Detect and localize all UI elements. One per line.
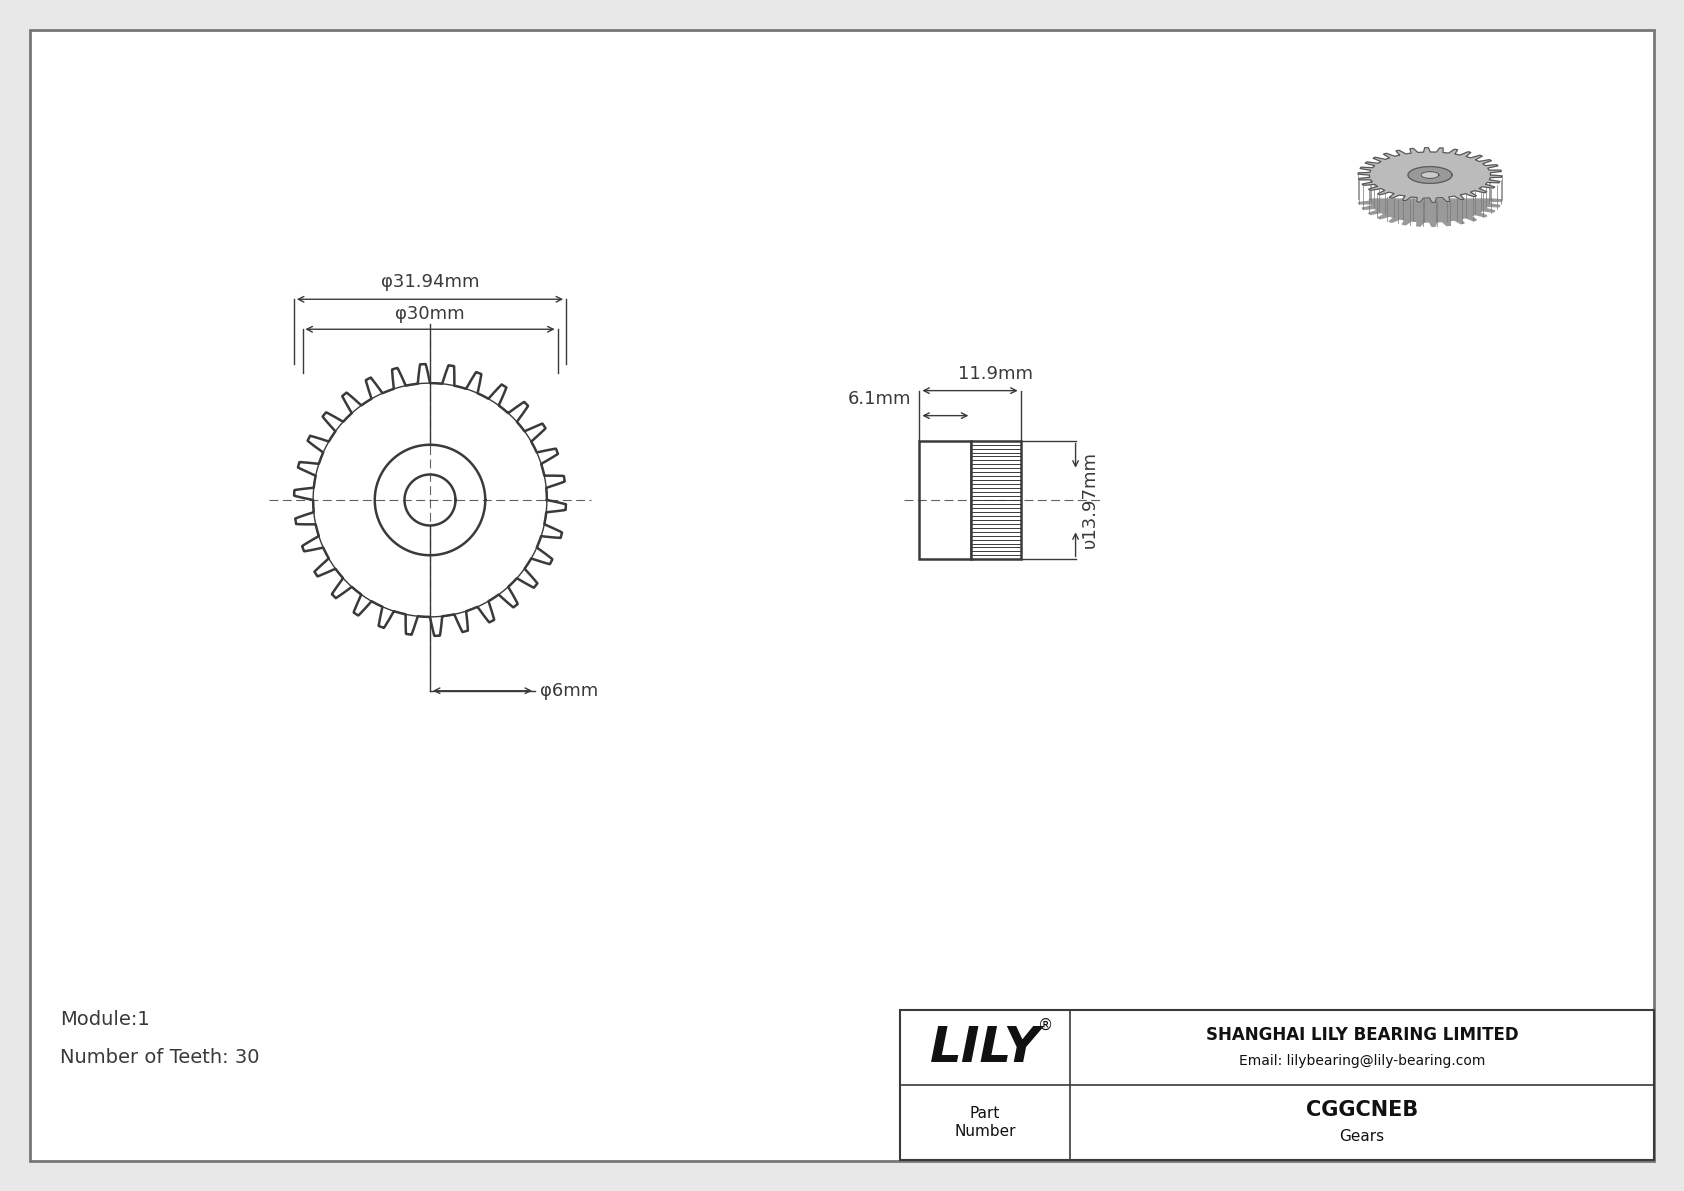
Polygon shape xyxy=(1421,172,1440,179)
Text: LILY: LILY xyxy=(930,1023,1041,1072)
Text: SHANGHAI LILY BEARING LIMITED: SHANGHAI LILY BEARING LIMITED xyxy=(1206,1027,1519,1045)
Polygon shape xyxy=(1359,199,1502,226)
Text: Number of Teeth: 30: Number of Teeth: 30 xyxy=(61,1048,259,1067)
Bar xyxy=(899,1010,1654,1160)
Polygon shape xyxy=(1408,167,1452,183)
Text: φ31.94mm: φ31.94mm xyxy=(381,273,480,292)
Text: 11.9mm: 11.9mm xyxy=(958,364,1032,382)
Text: CGGCNEB: CGGCNEB xyxy=(1305,1100,1418,1121)
Text: Email: lilybearing@lily-bearing.com: Email: lilybearing@lily-bearing.com xyxy=(1239,1054,1485,1068)
Bar xyxy=(919,441,972,560)
Text: φ6mm: φ6mm xyxy=(541,681,598,700)
Text: υ13.97mm: υ13.97mm xyxy=(1081,451,1098,549)
Text: φ30mm: φ30mm xyxy=(396,305,465,323)
Bar xyxy=(972,441,1021,560)
Text: ®: ® xyxy=(1037,1018,1052,1033)
Text: 6.1mm: 6.1mm xyxy=(849,389,911,407)
Text: Module:1: Module:1 xyxy=(61,1010,150,1029)
Text: Gears: Gears xyxy=(1339,1129,1384,1145)
Polygon shape xyxy=(1357,148,1502,202)
Text: Part
Number: Part Number xyxy=(955,1106,1015,1139)
